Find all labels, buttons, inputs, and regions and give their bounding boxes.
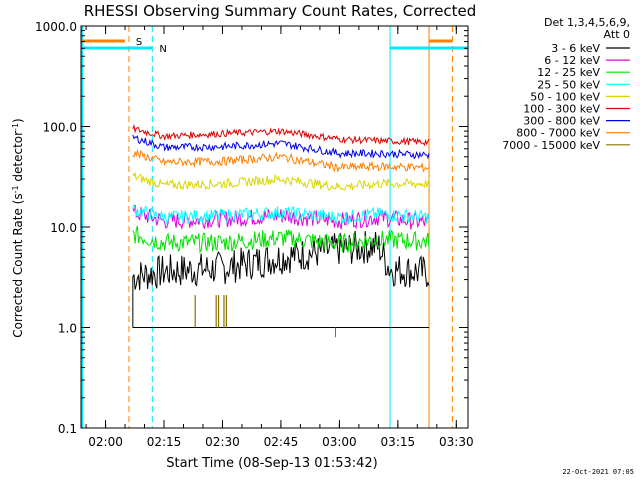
x-tick-label: 03:00 (322, 435, 357, 449)
series-line (132, 148, 430, 174)
series-line (132, 230, 430, 291)
y-tick-label: 100.0 (43, 121, 77, 135)
y-tick-label: 10.0 (50, 221, 77, 235)
x-tick-label: 02:00 (88, 435, 123, 449)
footer-timestamp: 22-Oct-2021 07:05 (562, 468, 634, 476)
plot-frame (80, 25, 469, 429)
series-line (132, 134, 430, 160)
x-tick-label: 02:30 (205, 435, 240, 449)
legend-label: 100 - 300 keV (523, 103, 600, 116)
series-line (132, 123, 430, 147)
legend-label: 300 - 800 keV (523, 115, 600, 128)
legend-label: 12 - 25 keV (537, 66, 600, 79)
series-line (132, 204, 430, 230)
axes-layer: 0.1 1.0 10.0 100.0 1000.0 02:00 02:15 02:30 02:4… (35, 20, 474, 449)
x-tick-label: 03:30 (439, 435, 474, 449)
series-line (132, 225, 430, 254)
legend-label: 25 - 50 keV (537, 78, 600, 91)
superscript: -1 (11, 185, 20, 193)
legend-header: Det 1,3,4,5,6,9, (544, 16, 630, 29)
superscript: -1 (11, 123, 20, 131)
x-axis-label: Start Time (08-Sep-13 01:53:42) (166, 456, 377, 471)
x-tick-label: 02:15 (147, 435, 182, 449)
legend-label: 800 - 7000 keV (516, 127, 600, 140)
marker-layer: SN (81, 26, 468, 428)
x-tick-label: 03:15 (381, 435, 416, 449)
y-tick-label: 1.0 (58, 322, 77, 336)
y-axis-label: Corrected Count Rate (s-1 detector-1) (11, 118, 26, 337)
series-layer (132, 123, 430, 338)
series-line (132, 171, 430, 191)
y-tick-label: 0.1 (58, 422, 77, 436)
legend-label: 7000 - 15000 keV (502, 139, 600, 152)
chart-title: RHESSI Observing Summary Count Rates, Co… (84, 2, 477, 20)
marker-label: S (136, 37, 142, 48)
legend-label: 50 - 100 keV (530, 90, 600, 103)
x-tick-label: 02:45 (264, 435, 299, 449)
legend-label: 6 - 12 keV (544, 54, 600, 67)
legend-header: Att 0 (604, 28, 630, 41)
y-tick-label: 1000.0 (35, 20, 77, 34)
legend-label: 3 - 6 keV (551, 42, 600, 55)
series-line (132, 203, 430, 226)
marker-label: N (159, 44, 166, 55)
